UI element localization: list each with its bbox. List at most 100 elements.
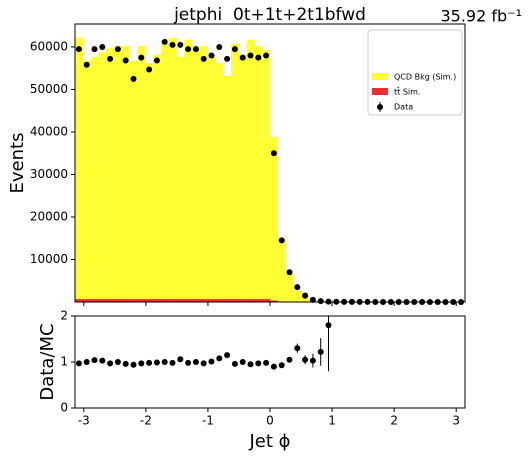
x-tick-label: 0 (266, 414, 274, 428)
histogram-bar (199, 46, 208, 300)
histogram-bar (215, 299, 224, 302)
histogram-bar (238, 54, 247, 300)
x-tick-label: -3 (78, 414, 90, 428)
ratio-point (247, 361, 254, 368)
ratio-point (122, 360, 129, 367)
data-point (309, 296, 316, 303)
x-tick-label: -1 (202, 414, 214, 428)
histogram-bar (262, 50, 271, 300)
histogram-bar (254, 299, 263, 302)
ratio-point (130, 361, 137, 368)
data-point (91, 46, 98, 53)
ratio-point (239, 359, 246, 365)
ratio-point (200, 360, 207, 367)
histogram-bar (285, 273, 294, 302)
histogram-bar (82, 60, 91, 300)
data-point (185, 46, 192, 53)
data-point (83, 61, 90, 68)
histogram-bar (113, 46, 123, 300)
data-point (263, 52, 270, 59)
x-tick-label: 1 (328, 414, 336, 428)
histogram-bar (246, 39, 255, 300)
ratio-point (325, 322, 332, 329)
ratio-point (216, 355, 223, 362)
data-point (239, 54, 246, 61)
data-point (302, 292, 309, 299)
histogram-bar (168, 37, 177, 300)
x-tick-label: -2 (140, 414, 152, 428)
ratio-point (302, 356, 309, 363)
ratio-point (185, 359, 192, 366)
histogram-bar (262, 299, 271, 302)
ratio-point (138, 360, 145, 367)
histogram-bar (254, 46, 263, 300)
histogram-bar (223, 75, 232, 300)
histogram-bar (152, 299, 162, 302)
luminosity: 35.92 fb⁻¹ (440, 7, 522, 26)
data-point (317, 298, 324, 305)
histogram-bar (231, 43, 240, 300)
histogram-bar (223, 299, 232, 302)
legend-swatch (372, 73, 388, 80)
ratio-point (224, 352, 231, 359)
ratio-point (255, 360, 262, 367)
ratio-point (153, 359, 160, 366)
data-point (75, 46, 82, 53)
data-point (114, 46, 121, 53)
histogram-bar (160, 299, 169, 302)
data-point (208, 52, 215, 59)
histogram-bar (176, 56, 185, 300)
histogram-bar (137, 46, 146, 300)
ratio-point (192, 359, 199, 365)
legend-label: QCD Bkg (Sim.) (394, 73, 456, 82)
histogram-bar (129, 299, 138, 302)
legend-label: Data (394, 103, 413, 112)
ratio-y-tick-label: 2 (60, 309, 68, 323)
histogram-bar (184, 299, 193, 302)
histogram-bar (277, 237, 286, 302)
histogram-bar (82, 299, 91, 302)
data-point (169, 41, 176, 48)
data-point (138, 54, 145, 61)
ratio-point (208, 358, 215, 365)
histogram-bar (98, 299, 107, 302)
y-axis-label: Events (7, 133, 28, 194)
histogram-bar (231, 299, 240, 302)
histogram-bar (168, 299, 177, 302)
data-point (247, 52, 254, 59)
histogram-bar (238, 299, 247, 302)
y-tick-label: 40000 (30, 124, 68, 138)
ratio-point (231, 360, 238, 367)
histogram-bar (207, 54, 216, 300)
ratio-point (83, 359, 90, 365)
histogram-bar (121, 46, 130, 300)
ratio-axis-label: Data/MC (37, 323, 58, 400)
data-point (216, 43, 223, 50)
histogram-bar (75, 299, 84, 302)
histogram-bar (215, 63, 224, 300)
histogram-bar (90, 56, 99, 300)
ratio-point (114, 359, 121, 365)
histogram-bar (270, 137, 279, 301)
ratio-point (169, 359, 176, 366)
histogram-bar (145, 299, 154, 302)
ratio-point (270, 363, 277, 370)
data-point (294, 284, 301, 291)
legend-marker (377, 104, 383, 110)
histogram-bar (137, 299, 146, 302)
y-tick-label: 10000 (30, 252, 68, 266)
ratio-point (177, 356, 184, 363)
ratio-point (317, 348, 324, 355)
histogram-bar (184, 39, 193, 300)
data-point (270, 150, 277, 157)
ratio-y-tick-label: 0 (60, 401, 68, 415)
histogram-bar (121, 299, 130, 302)
data-point (224, 55, 231, 62)
histogram-bar (152, 54, 162, 300)
data-point (107, 55, 114, 62)
histogram-bar (192, 46, 201, 300)
histogram-bar (192, 299, 201, 302)
chart-title: jetphi 0t+1t+2t1bfwd (173, 5, 366, 25)
